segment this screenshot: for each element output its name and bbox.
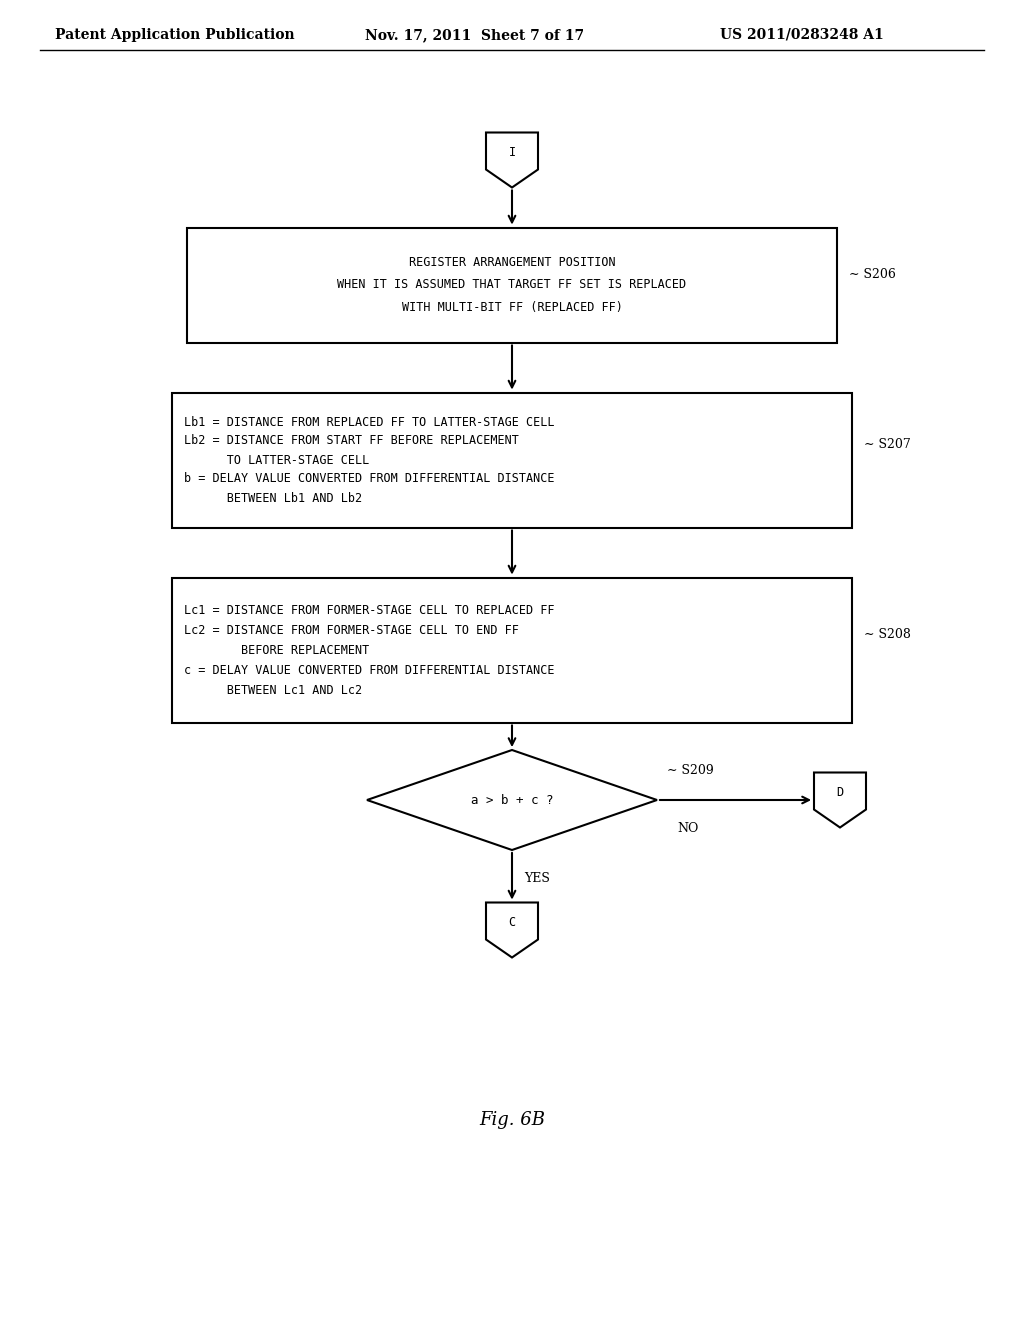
Bar [172,392,852,528]
Text: Nov. 17, 2011  Sheet 7 of 17: Nov. 17, 2011 Sheet 7 of 17 [365,28,584,42]
Text: REGISTER ARRANGEMENT POSITION: REGISTER ARRANGEMENT POSITION [409,256,615,269]
Text: ∼ S207: ∼ S207 [864,438,910,451]
Text: b = DELAY VALUE CONVERTED FROM DIFFERENTIAL DISTANCE: b = DELAY VALUE CONVERTED FROM DIFFERENT… [184,473,555,486]
Text: Patent Application Publication: Patent Application Publication [55,28,295,42]
Text: TO LATTER-STAGE CELL: TO LATTER-STAGE CELL [184,454,370,466]
Text: WHEN IT IS ASSUMED THAT TARGET FF SET IS REPLACED: WHEN IT IS ASSUMED THAT TARGET FF SET IS… [338,279,686,292]
Text: BEFORE REPLACEMENT: BEFORE REPLACEMENT [184,644,370,656]
Text: US 2011/0283248 A1: US 2011/0283248 A1 [720,28,884,42]
Text: ∼ S206: ∼ S206 [849,268,896,281]
Text: Lc1 = DISTANCE FROM FORMER-STAGE CELL TO REPLACED FF: Lc1 = DISTANCE FROM FORMER-STAGE CELL TO… [184,603,555,616]
Bar [172,578,852,722]
Polygon shape [367,750,657,850]
Text: Fig. 6B: Fig. 6B [479,1111,545,1129]
Text: BETWEEN Lb1 AND Lb2: BETWEEN Lb1 AND Lb2 [184,491,362,504]
Text: D: D [837,787,844,800]
Text: a > b + c ?: a > b + c ? [471,793,553,807]
Text: ∼ S208: ∼ S208 [864,628,911,642]
Text: Lb2 = DISTANCE FROM START FF BEFORE REPLACEMENT: Lb2 = DISTANCE FROM START FF BEFORE REPL… [184,434,519,447]
Polygon shape [814,772,866,828]
Text: WITH MULTI-BIT FF (REPLACED FF): WITH MULTI-BIT FF (REPLACED FF) [401,301,623,314]
Text: Lb1 = DISTANCE FROM REPLACED FF TO LATTER-STAGE CELL: Lb1 = DISTANCE FROM REPLACED FF TO LATTE… [184,416,555,429]
Polygon shape [486,132,538,187]
Text: Lc2 = DISTANCE FROM FORMER-STAGE CELL TO END FF: Lc2 = DISTANCE FROM FORMER-STAGE CELL TO… [184,623,519,636]
Text: YES: YES [524,871,550,884]
Text: ∼ S209: ∼ S209 [667,763,714,776]
Bar [187,227,837,342]
Text: C: C [509,916,515,929]
Text: c = DELAY VALUE CONVERTED FROM DIFFERENTIAL DISTANCE: c = DELAY VALUE CONVERTED FROM DIFFERENT… [184,664,555,676]
Polygon shape [486,903,538,957]
Text: NO: NO [677,821,698,834]
Text: I: I [509,147,515,160]
Text: BETWEEN Lc1 AND Lc2: BETWEEN Lc1 AND Lc2 [184,684,362,697]
